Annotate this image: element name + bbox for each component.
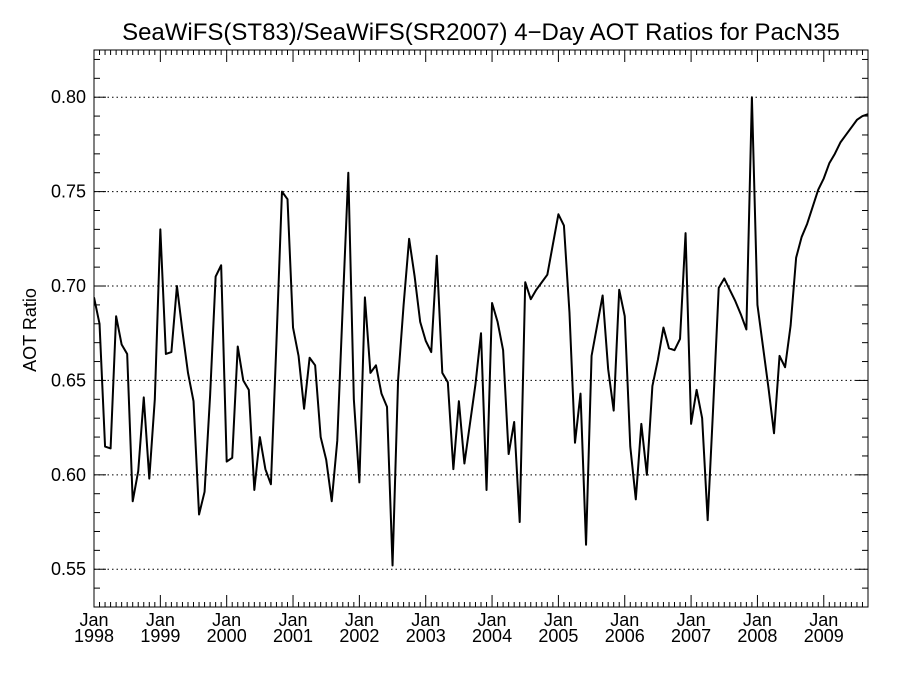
chart-title: SeaWiFS(ST83)/SeaWiFS(SR2007) 4−Day AOT … (122, 19, 840, 46)
x-tick-year-label: 2001 (273, 626, 313, 646)
x-tick-month-label: Jan (279, 610, 308, 630)
x-tick-month-label: Jan (544, 610, 573, 630)
x-tick-year-label: 2007 (671, 626, 711, 646)
x-tick-year-label: 2003 (406, 626, 446, 646)
x-tick-month-label: Jan (146, 610, 175, 630)
x-tick-year-label: 2006 (605, 626, 645, 646)
x-tick-month-label: Jan (743, 610, 772, 630)
x-tick-month-label: Jan (411, 610, 440, 630)
x-tick-month-label: Jan (809, 610, 838, 630)
series-line (94, 96, 868, 567)
x-tick-month-label: Jan (212, 610, 241, 630)
y-tick-label: 0.55 (51, 559, 86, 579)
x-tick-month-label: Jan (677, 610, 706, 630)
x-tick-month-label: Jan (345, 610, 374, 630)
y-tick-label: 0.60 (51, 465, 86, 485)
y-tick-label: 0.80 (51, 87, 86, 107)
x-tick-month-label: Jan (610, 610, 639, 630)
y-ticks: 0.55 0.60 0.65 0.70 0.75 0.80 (51, 58, 868, 608)
x-tick-month-label: Jan (478, 610, 507, 630)
gridlines (94, 96, 868, 570)
x-tick-year-label: 1999 (140, 626, 180, 646)
x-tick-year-label: 1998 (74, 626, 114, 646)
x-tick-year-label: 2009 (804, 626, 844, 646)
y-tick-label: 0.70 (51, 276, 86, 296)
x-tick-year-label: 2008 (737, 626, 777, 646)
x-tick-year-label: 2000 (207, 626, 247, 646)
y-tick-label: 0.65 (51, 370, 86, 390)
data-series (94, 96, 868, 567)
x-tick-year-label: 2005 (538, 626, 578, 646)
y-tick-label: 0.75 (51, 182, 86, 202)
x-tick-month-label: Jan (79, 610, 108, 630)
x-tick-year-label: 2002 (339, 626, 379, 646)
x-tick-year-label: 2004 (472, 626, 512, 646)
x-ticks: Jan1998Jan1999Jan2000Jan2001Jan2002Jan20… (74, 50, 869, 646)
y-axis-label: AOT Ratio (20, 288, 40, 372)
